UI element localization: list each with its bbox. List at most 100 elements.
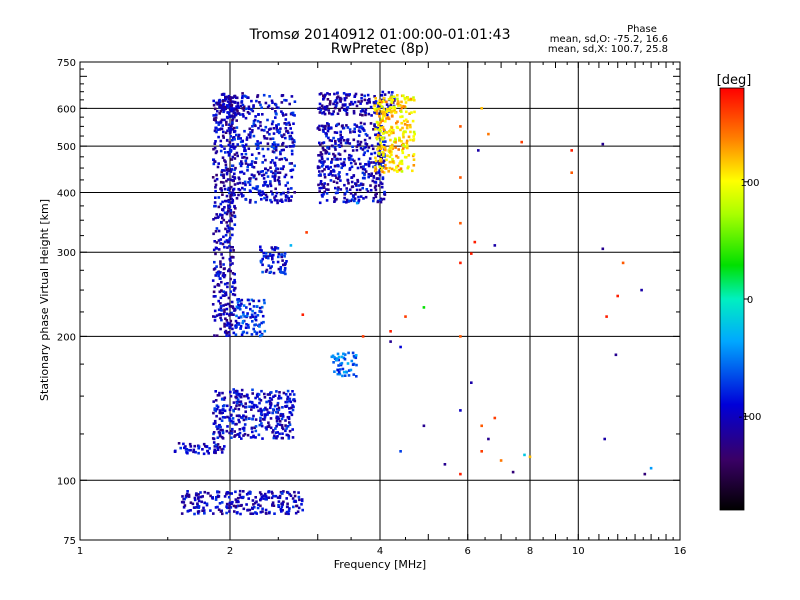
data-point	[381, 125, 385, 129]
data-point	[242, 304, 246, 307]
data-point	[243, 423, 247, 426]
data-point	[342, 352, 345, 356]
data-point	[239, 140, 243, 144]
data-point	[288, 407, 291, 410]
data-point	[286, 433, 290, 437]
data-point	[247, 107, 251, 111]
data-point	[247, 181, 250, 184]
data-point	[252, 166, 256, 169]
data-point	[320, 165, 324, 168]
data-point	[369, 188, 373, 192]
data-point	[243, 149, 247, 152]
data-point	[223, 147, 226, 150]
data-point	[231, 155, 235, 159]
data-point	[391, 143, 394, 147]
data-point	[348, 142, 352, 145]
data-point	[459, 176, 462, 179]
data-point	[379, 160, 383, 163]
data-point	[235, 314, 238, 318]
data-point	[281, 432, 284, 435]
data-point	[218, 411, 222, 415]
data-point	[257, 152, 261, 155]
data-point	[213, 419, 217, 423]
data-point	[386, 154, 389, 158]
data-point	[220, 398, 224, 401]
data-point	[249, 198, 252, 202]
data-point	[195, 506, 198, 509]
data-point	[379, 181, 383, 184]
data-point	[338, 175, 341, 178]
data-point	[227, 226, 230, 230]
data-point	[318, 187, 321, 190]
data-point	[336, 372, 340, 376]
data-point	[286, 400, 289, 404]
data-point	[239, 304, 242, 307]
data-point	[293, 164, 296, 168]
data-point	[248, 201, 252, 204]
data-point	[242, 418, 246, 422]
data-point	[342, 139, 346, 142]
data-point	[493, 244, 497, 247]
data-point	[252, 503, 255, 506]
data-point	[402, 143, 405, 147]
data-point	[239, 496, 243, 499]
data-point	[374, 126, 378, 129]
data-point	[228, 205, 232, 209]
data-point	[374, 195, 378, 199]
data-point	[270, 190, 273, 193]
data-point	[213, 407, 217, 410]
data-point	[240, 388, 244, 392]
data-point	[236, 496, 240, 500]
data-point	[296, 510, 300, 513]
data-point	[297, 491, 300, 494]
data-point	[363, 98, 367, 102]
data-point	[207, 452, 210, 455]
data-point	[319, 154, 322, 157]
data-point	[212, 162, 216, 166]
data-point	[212, 422, 216, 425]
data-point	[258, 334, 262, 338]
data-point	[345, 187, 348, 190]
data-point	[281, 167, 285, 171]
data-point	[251, 388, 254, 392]
data-point	[232, 331, 236, 335]
data-point	[279, 268, 282, 271]
data-point	[240, 162, 244, 165]
data-point	[280, 505, 284, 509]
data-point	[241, 139, 244, 143]
data-point	[292, 398, 295, 402]
data-point	[325, 188, 328, 191]
data-point	[235, 500, 238, 504]
data-point	[212, 158, 215, 161]
data-point	[332, 136, 335, 140]
data-point	[216, 101, 219, 105]
data-point	[335, 181, 339, 185]
data-point	[279, 192, 283, 196]
data-point	[231, 293, 235, 296]
data-point	[189, 509, 192, 512]
data-point	[228, 123, 231, 126]
data-point	[230, 436, 233, 439]
data-point	[223, 245, 226, 249]
data-point	[396, 120, 399, 123]
data-point	[278, 171, 282, 174]
data-point	[326, 92, 329, 95]
data-point	[339, 179, 342, 182]
data-point	[227, 204, 230, 207]
data-point	[374, 159, 378, 163]
data-point	[234, 307, 237, 311]
data-point	[382, 100, 385, 104]
data-point	[324, 132, 327, 135]
data-point	[370, 152, 373, 156]
data-point	[284, 127, 288, 130]
data-point	[252, 104, 255, 107]
data-point	[268, 132, 271, 136]
data-point	[344, 141, 348, 145]
data-point	[261, 270, 264, 274]
data-point	[261, 161, 264, 164]
data-point	[386, 108, 389, 111]
data-point	[345, 96, 348, 99]
data-point	[287, 121, 291, 125]
data-point	[279, 396, 283, 400]
data-point	[224, 227, 227, 231]
